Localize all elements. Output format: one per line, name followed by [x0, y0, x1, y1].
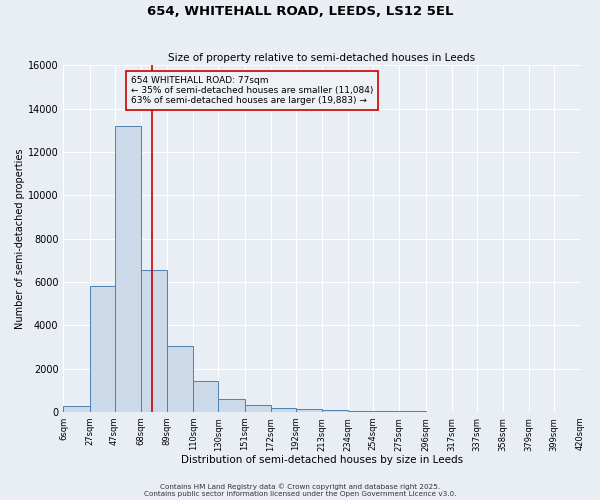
Text: Contains HM Land Registry data © Crown copyright and database right 2025.: Contains HM Land Registry data © Crown c… — [160, 484, 440, 490]
Bar — [193, 380, 218, 412]
Bar — [373, 411, 400, 412]
Bar — [296, 409, 322, 412]
Bar — [167, 346, 193, 412]
Bar — [141, 270, 167, 412]
Bar — [322, 410, 348, 412]
Bar — [271, 408, 296, 412]
Title: Size of property relative to semi-detached houses in Leeds: Size of property relative to semi-detach… — [169, 53, 476, 63]
Text: Contains public sector information licensed under the Open Government Licence v3: Contains public sector information licen… — [144, 491, 456, 497]
Bar — [115, 126, 141, 412]
Text: 654, WHITEHALL ROAD, LEEDS, LS12 5EL: 654, WHITEHALL ROAD, LEEDS, LS12 5EL — [147, 5, 453, 18]
Y-axis label: Number of semi-detached properties: Number of semi-detached properties — [15, 148, 25, 329]
Bar — [348, 410, 373, 412]
Bar — [218, 398, 245, 412]
Bar — [64, 406, 89, 412]
Bar — [89, 286, 115, 412]
X-axis label: Distribution of semi-detached houses by size in Leeds: Distribution of semi-detached houses by … — [181, 455, 463, 465]
Text: 654 WHITEHALL ROAD: 77sqm
← 35% of semi-detached houses are smaller (11,084)
63%: 654 WHITEHALL ROAD: 77sqm ← 35% of semi-… — [131, 76, 373, 106]
Bar — [245, 405, 271, 412]
